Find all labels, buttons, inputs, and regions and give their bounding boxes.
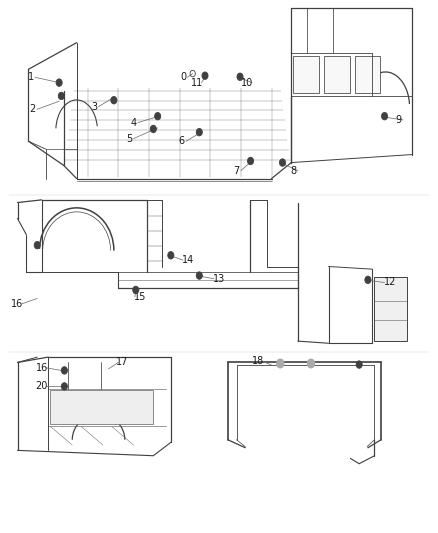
Circle shape xyxy=(356,361,362,368)
Text: 1: 1 xyxy=(28,72,34,82)
Circle shape xyxy=(277,359,284,368)
Text: 10: 10 xyxy=(241,78,254,87)
Text: 11: 11 xyxy=(191,78,203,87)
Circle shape xyxy=(196,272,202,279)
Text: 6: 6 xyxy=(179,136,185,146)
Text: 7: 7 xyxy=(233,166,240,175)
Text: 13: 13 xyxy=(213,274,225,284)
Text: 15: 15 xyxy=(134,292,146,302)
Circle shape xyxy=(133,286,139,294)
Text: 14: 14 xyxy=(182,255,194,265)
Text: 5: 5 xyxy=(126,134,132,143)
Circle shape xyxy=(34,241,40,249)
Circle shape xyxy=(381,112,388,120)
Bar xyxy=(355,56,380,93)
Circle shape xyxy=(61,383,67,390)
Circle shape xyxy=(58,92,64,100)
Text: 8: 8 xyxy=(290,166,297,175)
Text: 18: 18 xyxy=(252,357,265,366)
Circle shape xyxy=(111,96,117,104)
Text: 20: 20 xyxy=(35,382,48,391)
Bar xyxy=(293,56,319,93)
Circle shape xyxy=(56,79,62,86)
Circle shape xyxy=(279,159,286,166)
Text: 17: 17 xyxy=(117,358,129,367)
Circle shape xyxy=(155,112,161,120)
Circle shape xyxy=(196,128,202,136)
Circle shape xyxy=(61,367,67,374)
Text: 4: 4 xyxy=(131,118,137,127)
Circle shape xyxy=(247,157,254,165)
Circle shape xyxy=(237,73,243,80)
Circle shape xyxy=(202,72,208,79)
Text: 2: 2 xyxy=(30,104,36,114)
Polygon shape xyxy=(50,390,153,424)
Circle shape xyxy=(150,125,156,133)
Text: 0: 0 xyxy=(180,72,186,82)
Circle shape xyxy=(365,276,371,284)
Text: 16: 16 xyxy=(35,363,48,373)
Text: 12: 12 xyxy=(384,278,396,287)
Circle shape xyxy=(168,252,174,259)
Circle shape xyxy=(307,359,314,368)
Bar xyxy=(374,277,407,341)
Text: 16: 16 xyxy=(11,299,23,309)
Text: 9: 9 xyxy=(396,115,402,125)
Text: 3: 3 xyxy=(91,102,97,111)
Bar xyxy=(324,56,350,93)
